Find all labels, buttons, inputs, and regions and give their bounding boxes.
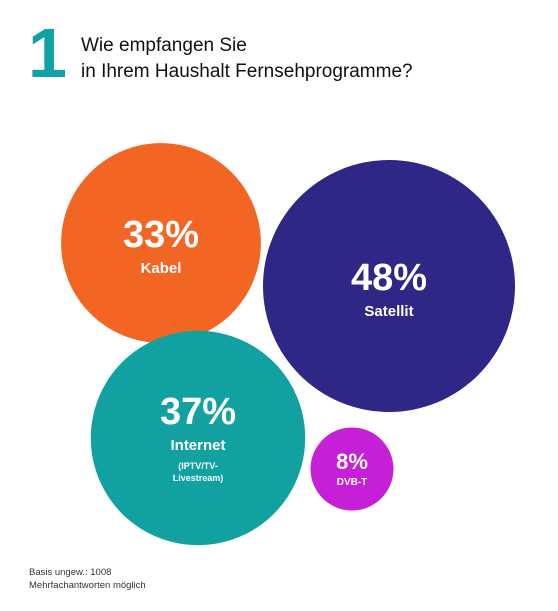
bubble-dvb-t: 8% DVB-T bbox=[310, 427, 394, 511]
title-line-2: in Ihrem Haushalt Fernsehprogramme? bbox=[81, 61, 413, 82]
bubble-value-satellit: 48% bbox=[351, 257, 427, 299]
question-number: 1 bbox=[28, 14, 67, 92]
bubble-circle-kabel bbox=[61, 143, 261, 343]
bubble-sublabel-internet: Livestream) bbox=[173, 473, 224, 483]
question-title: Wie empfangen Sie in Ihrem Haushalt Fern… bbox=[81, 33, 413, 85]
bubble-value-kabel: 33% bbox=[123, 214, 199, 256]
bubble-circle-satellit bbox=[263, 160, 515, 412]
footer-base: Basis ungew.: 1008 bbox=[29, 567, 112, 578]
bubble-kabel: 33% Kabel bbox=[61, 143, 261, 343]
bubble-circle-internet bbox=[90, 330, 306, 546]
bubble-label-internet: Internet bbox=[170, 437, 225, 454]
bubble-circle-dvb-t bbox=[310, 427, 394, 511]
bubble-value-internet: 37% bbox=[160, 391, 236, 433]
bubble-value-dvb-t: 8% bbox=[336, 449, 368, 474]
bubble-internet: 37% Internet (IPTV/TV- Livestream) bbox=[90, 330, 306, 546]
bubble-sublabel-internet: (IPTV/TV- bbox=[178, 461, 218, 471]
bubble-label-satellit: Satellit bbox=[364, 303, 413, 320]
footer-multiple-answers: Mehrfachantworten möglich bbox=[29, 580, 146, 591]
title-line-1: Wie empfangen Sie bbox=[81, 35, 247, 56]
bubble-label-dvb-t: DVB-T bbox=[337, 477, 368, 488]
bubble-label-kabel: Kabel bbox=[141, 260, 182, 277]
footer-note: Basis ungew.: 1008 Mehrfachantworten mög… bbox=[29, 566, 146, 592]
bubble-satellit: 48% Satellit bbox=[263, 160, 515, 412]
